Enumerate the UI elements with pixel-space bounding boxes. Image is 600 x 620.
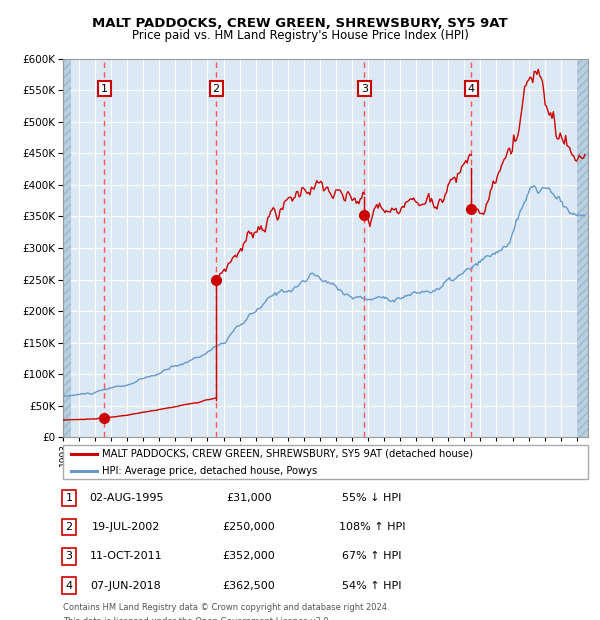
Text: 4: 4: [65, 580, 73, 591]
Bar: [63, 59, 71, 437]
Text: 67% ↑ HPI: 67% ↑ HPI: [342, 551, 402, 562]
Text: 02-AUG-1995: 02-AUG-1995: [89, 493, 163, 503]
Text: 3: 3: [361, 84, 368, 94]
Text: 1: 1: [65, 493, 73, 503]
Bar: [577, 59, 588, 437]
Text: 07-JUN-2018: 07-JUN-2018: [91, 580, 161, 591]
Text: £362,500: £362,500: [223, 580, 275, 591]
Text: 4: 4: [468, 84, 475, 94]
Text: MALT PADDOCKS, CREW GREEN, SHREWSBURY, SY5 9AT: MALT PADDOCKS, CREW GREEN, SHREWSBURY, S…: [92, 17, 508, 30]
Text: £352,000: £352,000: [223, 551, 275, 562]
Text: 2: 2: [212, 84, 220, 94]
Text: £250,000: £250,000: [223, 522, 275, 533]
Text: 54% ↑ HPI: 54% ↑ HPI: [342, 580, 402, 591]
Text: 1: 1: [101, 84, 108, 94]
Text: Contains HM Land Registry data © Crown copyright and database right 2024.: Contains HM Land Registry data © Crown c…: [63, 603, 389, 613]
Text: MALT PADDOCKS, CREW GREEN, SHREWSBURY, SY5 9AT (detached house): MALT PADDOCKS, CREW GREEN, SHREWSBURY, S…: [103, 449, 473, 459]
Text: 3: 3: [65, 551, 73, 562]
Text: 11-OCT-2011: 11-OCT-2011: [89, 551, 163, 562]
Text: 108% ↑ HPI: 108% ↑ HPI: [339, 522, 405, 533]
Text: HPI: Average price, detached house, Powys: HPI: Average price, detached house, Powy…: [103, 466, 317, 476]
Text: Price paid vs. HM Land Registry's House Price Index (HPI): Price paid vs. HM Land Registry's House …: [131, 29, 469, 42]
FancyBboxPatch shape: [63, 445, 588, 479]
Text: £31,000: £31,000: [226, 493, 272, 503]
Text: 55% ↓ HPI: 55% ↓ HPI: [343, 493, 401, 503]
Text: 2: 2: [65, 522, 73, 533]
Text: This data is licensed under the Open Government Licence v3.0.: This data is licensed under the Open Gov…: [63, 617, 331, 620]
Text: 19-JUL-2002: 19-JUL-2002: [92, 522, 160, 533]
